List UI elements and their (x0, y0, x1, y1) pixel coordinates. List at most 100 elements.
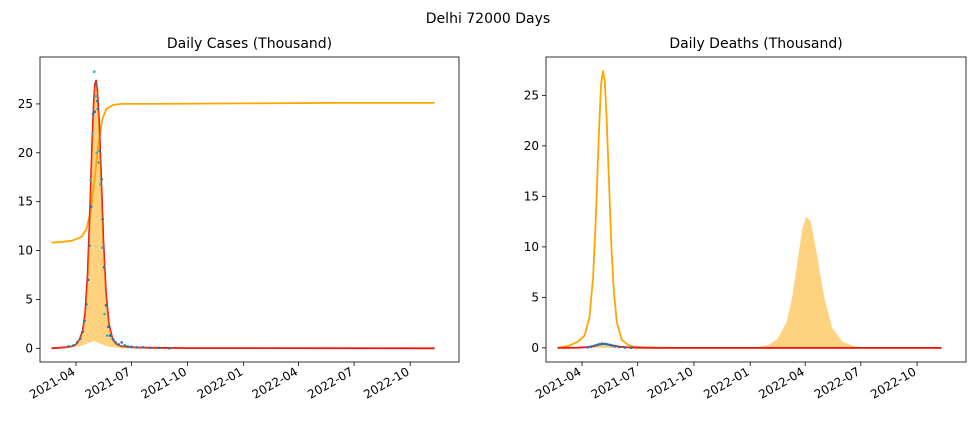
data-point-blue-cases (72, 344, 75, 347)
data-point-cyan-cases (94, 94, 97, 98)
x-tick-label-cases: 2021-07 (83, 364, 133, 401)
axes-frame-deaths (545, 56, 967, 363)
data-point-cyan-cases (103, 312, 106, 316)
x-tick-label-deaths: 2022-01 (701, 364, 751, 401)
data-point-blue-deaths (600, 342, 604, 345)
data-point-cyan-cases (93, 70, 96, 73)
y-tick-label-cases: 20 (18, 146, 33, 160)
data-point-blue-cases (107, 325, 110, 329)
data-point-blue-cases (79, 337, 82, 340)
x-tick-label-cases: 2022-07 (305, 364, 355, 401)
data-point-blue-cases (135, 346, 139, 349)
data-point-blue-cases (96, 107, 100, 111)
x-tick-label-cases: 2021-04 (27, 364, 77, 401)
x-tick-label-cases: 2021-10 (139, 364, 189, 401)
data-point-blue-deaths (613, 345, 617, 348)
data-point-cyan-cases (99, 182, 102, 186)
panel-deaths: Daily Deaths (Thousand) 0 5 10 15 20 25 2021-0… (524, 36, 967, 402)
data-point-blue-cases (100, 177, 103, 181)
data-point-blue-deaths (593, 344, 597, 347)
x-tick-label-deaths: 2021-10 (645, 364, 695, 401)
data-point-blue-cases (67, 345, 70, 348)
figure-title: Delhi 72000 Days (426, 11, 550, 27)
y-tick-label-deaths: 25 (524, 88, 539, 102)
x-tick-label-cases: 2022-01 (195, 364, 245, 401)
data-point-cyan-cases (97, 161, 100, 164)
data-point-blue-deaths (623, 346, 627, 349)
data-point-blue-deaths (596, 343, 599, 347)
y-tick-label-deaths: 10 (524, 240, 539, 254)
data-point-blue-deaths (605, 343, 609, 346)
series-line-red-cases (51, 79, 435, 350)
data-point-cyan-cases (91, 132, 94, 135)
x-tick-label-deaths: 2021-04 (533, 364, 583, 401)
data-point-blue-cases (88, 244, 91, 247)
data-point-cyan-cases (100, 246, 104, 249)
x-tick-label-cases: 2022-04 (250, 364, 300, 401)
chart-title-deaths: Daily Deaths (Thousand) (669, 36, 842, 52)
data-point-blue-cases (141, 346, 145, 349)
data-point-blue-cases (108, 334, 112, 337)
data-point-blue-cases (85, 303, 88, 306)
band-area-cases (51, 80, 435, 349)
data-point-blue-cases (75, 341, 79, 344)
series-line-orange-cases (51, 102, 435, 244)
y-tick-label-cases: 25 (18, 97, 33, 111)
series-layer-deaths (557, 70, 942, 350)
data-point-blue-cases (93, 110, 97, 113)
data-point-blue-cases (168, 347, 171, 350)
data-point-blue-deaths (618, 345, 621, 349)
data-point-blue-cases (117, 343, 120, 346)
data-point-blue-cases (98, 149, 102, 153)
data-point-blue-deaths (603, 342, 606, 346)
x-tick-label-cases: 2022-10 (361, 364, 411, 401)
data-point-blue-cases (126, 345, 130, 348)
data-point-blue-cases (101, 218, 105, 221)
series-line-orange-deaths (557, 70, 942, 349)
axes-frame-cases (39, 56, 460, 363)
x-tick-label-deaths: 2022-07 (812, 364, 862, 401)
chart-title-cases: Daily Cases (Thousand) (167, 36, 332, 52)
data-point-blue-cases (111, 338, 115, 341)
data-point-blue-deaths (598, 342, 602, 346)
data-point-blue-cases (104, 304, 108, 307)
y-tick-label-cases: 0 (25, 341, 33, 355)
y-tick-label-deaths: 15 (524, 189, 539, 203)
data-point-cyan-cases (89, 178, 92, 182)
data-point-blue-cases (81, 330, 84, 334)
data-point-blue-cases (96, 99, 99, 103)
y-tick-label-deaths: 5 (531, 290, 539, 304)
panel-cases: Daily Cases (Thousand) 0 5 10 15 20 25 2021-04… (18, 36, 460, 402)
data-point-blue-cases (149, 346, 152, 350)
x-tick-label-deaths: 2022-04 (756, 364, 806, 401)
data-point-blue-cases (83, 319, 86, 323)
y-tick-label-cases: 5 (25, 292, 33, 306)
data-point-blue-cases (89, 205, 93, 208)
data-point-blue-cases (130, 345, 133, 349)
data-point-blue-cases (94, 83, 98, 86)
data-point-cyan-cases (95, 151, 98, 155)
data-point-blue-cases (91, 112, 95, 115)
x-tick-label-deaths: 2021-07 (589, 364, 639, 401)
data-point-blue-cases (86, 278, 90, 282)
data-point-blue-deaths (586, 346, 589, 349)
series-layer-cases (51, 70, 435, 350)
x-tick-label-deaths: 2022-10 (868, 364, 918, 401)
data-point-blue-deaths (608, 343, 611, 347)
y-tick-label-cases: 10 (18, 244, 33, 258)
y-tick-label-deaths: 20 (524, 139, 539, 153)
data-point-blue-cases (120, 341, 123, 344)
data-point-blue-deaths (629, 346, 633, 350)
data-point-blue-cases (114, 341, 117, 344)
data-point-blue-deaths (589, 345, 593, 348)
y-tick-label-deaths: 0 (531, 341, 539, 355)
data-point-blue-cases (102, 265, 106, 269)
band-area-deaths (557, 216, 942, 348)
data-point-blue-deaths (610, 344, 614, 347)
data-point-blue-cases (157, 346, 161, 350)
data-point-blue-cases (123, 344, 127, 347)
data-point-cyan-cases (105, 334, 109, 337)
